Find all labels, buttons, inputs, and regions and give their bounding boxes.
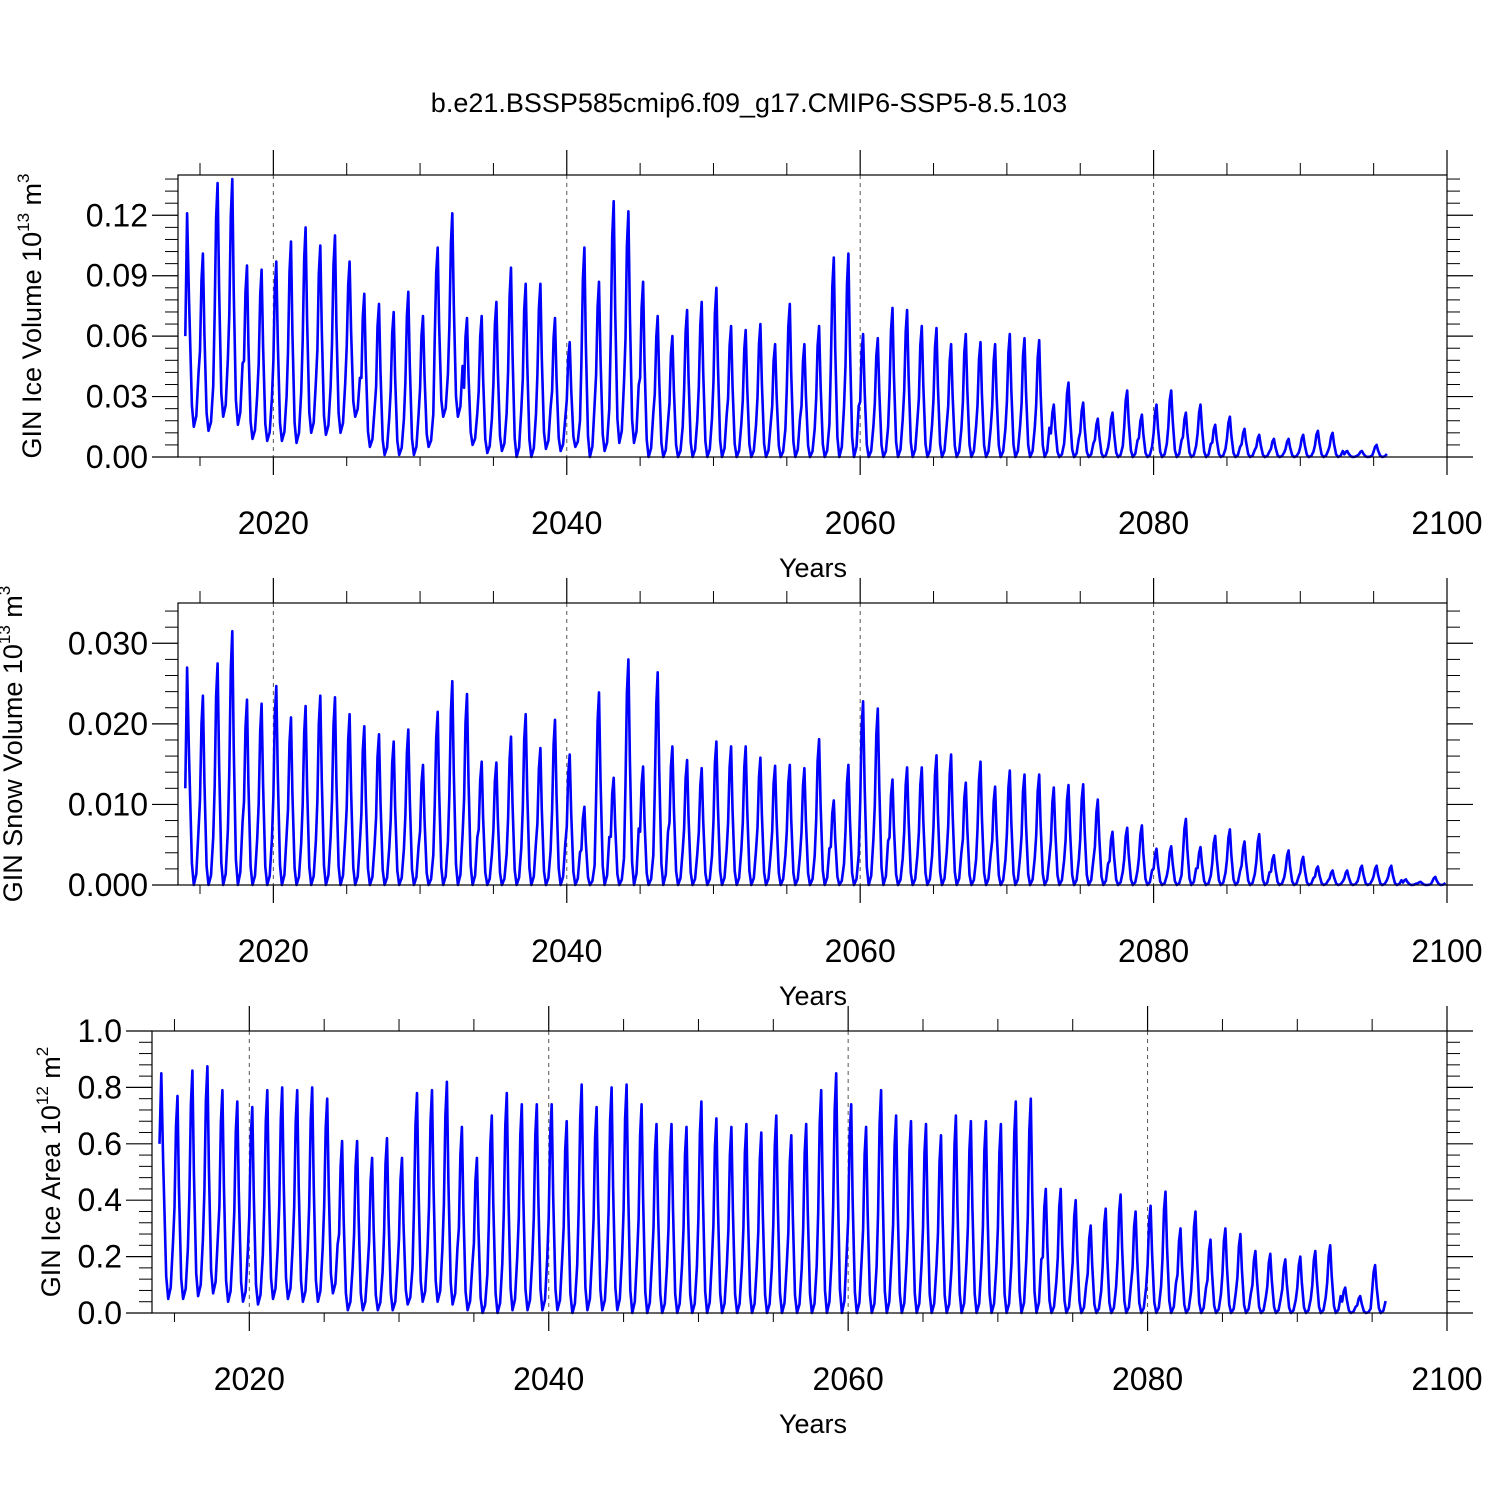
panel-3: 2020 2040 2060 2080 2100 0.0 0.2 0.4 0.6 0.8 1.0 Ye…: [33, 1006, 1483, 1439]
x-tick-label: 2080: [1118, 933, 1189, 969]
plot-frame: [177, 602, 1448, 886]
x-tick-label: 2060: [825, 933, 896, 969]
y-axis-label: GIN Snow Volume 1013 m3: [0, 586, 28, 903]
x-tick-label: 2040: [531, 505, 602, 541]
data-series-line: [184, 629, 1447, 887]
y-tick-label: 0.030: [68, 625, 148, 661]
x-tick-label: 2100: [1411, 933, 1482, 969]
x-tick-label: 2060: [813, 1361, 884, 1397]
y-tick-label: 0.00: [86, 439, 148, 475]
y-axis-label: GIN Ice Volume 1013 m3: [14, 173, 47, 458]
x-tick-label: 2020: [214, 1361, 285, 1397]
y-axis-label: GIN Ice Area 1012 m2: [33, 1047, 66, 1298]
x-tick-label: 2080: [1118, 505, 1189, 541]
panel-1: 2020 2040 2060 2080 2100 0.00 0.03 0.06 0.09 0.12…: [14, 150, 1483, 583]
y-tick-label: 0.4: [78, 1182, 122, 1218]
y-tick-label: 1.0: [78, 1013, 122, 1049]
x-tick-label: 2020: [238, 933, 309, 969]
y-tick-label: 0.010: [68, 786, 148, 822]
data-series-line: [184, 177, 1388, 459]
x-tick-label: 2040: [513, 1361, 584, 1397]
y-tick-label: 0.8: [78, 1069, 122, 1105]
y-tick-label: 0.020: [68, 706, 148, 742]
plot-frame: [177, 174, 1448, 458]
x-tick-label: 2060: [825, 505, 896, 541]
x-axis-label: Years: [779, 1409, 847, 1439]
y-tick-label: 0.06: [86, 318, 148, 354]
y-tick-label: 0.0: [78, 1295, 122, 1331]
plot-frame: [151, 1030, 1448, 1314]
y-tick-label: 0.000: [68, 867, 148, 903]
panel-2: 2020 2040 2060 2080 2100 0.000 0.010 0.020 0.030…: [0, 578, 1483, 1011]
y-tick-label: 0.12: [86, 197, 148, 233]
x-tick-label: 2100: [1411, 505, 1482, 541]
y-tick-label: 0.2: [78, 1239, 122, 1275]
x-tick-label: 2080: [1112, 1361, 1183, 1397]
y-tick-label: 0.09: [86, 258, 148, 294]
data-series-line: [158, 1065, 1387, 1315]
x-tick-label: 2100: [1411, 1361, 1482, 1397]
x-tick-label: 2020: [238, 505, 309, 541]
figure-title: b.e21.BSSP585cmip6.f09_g17.CMIP6-SSP5-8.…: [431, 88, 1067, 118]
x-axis-label: Years: [779, 553, 847, 583]
y-tick-label: 0.6: [78, 1126, 122, 1162]
x-tick-label: 2040: [531, 933, 602, 969]
panels: 2020 2040 2060 2080 2100 0.00 0.03 0.06 0.09 0.12…: [0, 150, 1483, 1439]
y-tick-label: 0.03: [86, 379, 148, 415]
x-axis-label: Years: [779, 981, 847, 1011]
